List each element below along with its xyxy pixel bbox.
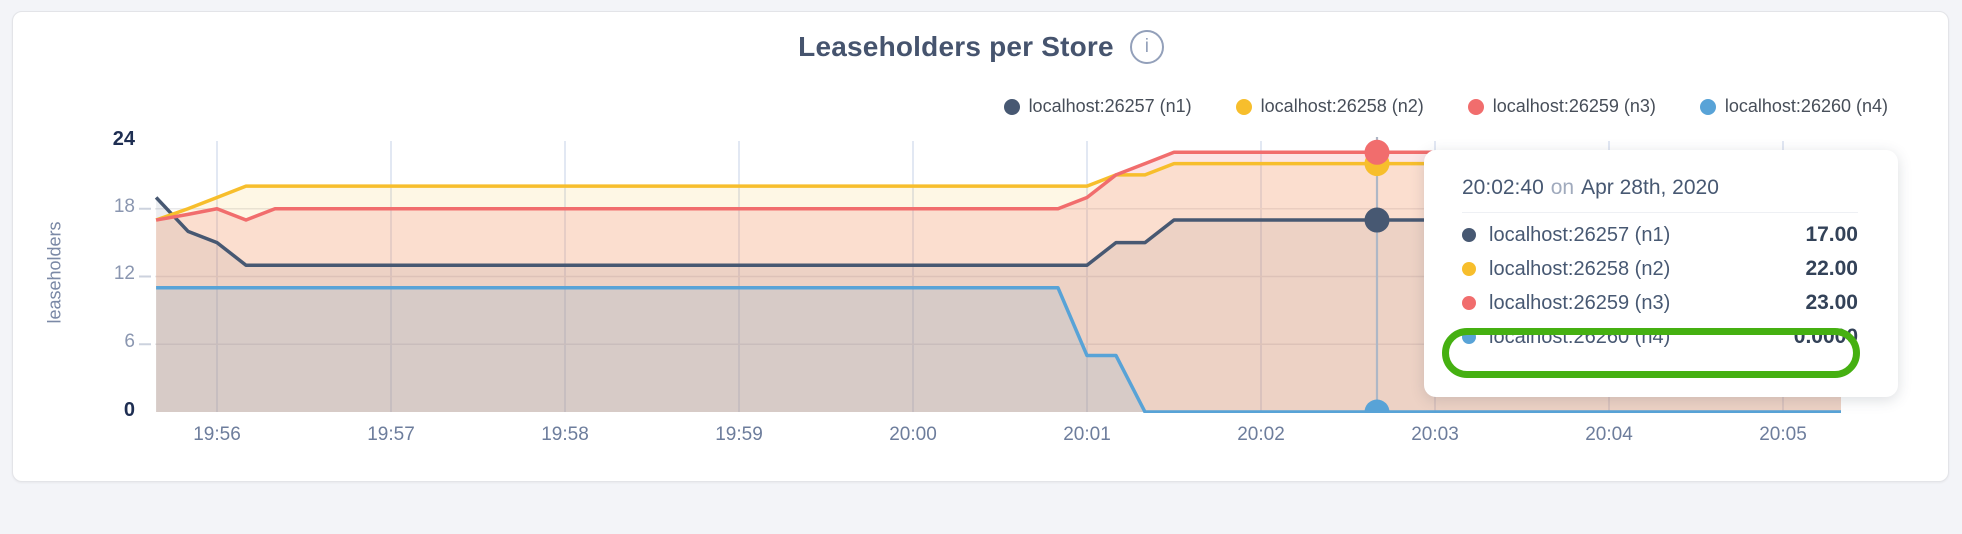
legend-label: localhost:26258 (n2) xyxy=(1260,96,1424,116)
y-tick-label: 18 xyxy=(113,195,135,217)
series-label: localhost:26257 (n1) xyxy=(1489,223,1671,246)
legend-label: localhost:26257 (n1) xyxy=(1028,96,1192,116)
tooltip-on-word: on xyxy=(1550,176,1575,199)
tooltip-row: localhost:26259 (n3) 23.00 xyxy=(1462,291,1858,315)
series-area xyxy=(156,152,1842,412)
series-line xyxy=(154,196,1841,267)
hover-point-dot xyxy=(1364,207,1390,233)
hover-point-dot xyxy=(1364,139,1390,165)
x-tick-label: 20:00 xyxy=(889,424,937,445)
series-line xyxy=(155,161,1841,222)
legend-label: localhost:26260 (n4) xyxy=(1724,96,1888,116)
series-area xyxy=(156,287,1842,412)
tooltip-date: Apr 28th, 2020 xyxy=(1581,176,1719,199)
chart-header: Leaseholders per Store i xyxy=(0,30,1962,64)
legend-color-dot xyxy=(1467,98,1484,115)
series-value: 17.00 xyxy=(1805,223,1858,246)
hover-point-dot xyxy=(1364,399,1390,413)
y-tick-label: 0 xyxy=(123,399,135,421)
chart-title: Leaseholders per Store xyxy=(798,31,1114,62)
x-tick-label: 20:04 xyxy=(1585,424,1633,445)
x-tick-label: 20:01 xyxy=(1063,424,1111,445)
tooltip-row: localhost:26258 (n2) 22.00 xyxy=(1462,257,1858,281)
legend-color-dot xyxy=(1235,98,1252,115)
series-color-dot xyxy=(1462,262,1476,276)
x-tick-label: 20:05 xyxy=(1759,424,1807,445)
series-color-dot xyxy=(1462,296,1476,310)
series-color-dot xyxy=(1462,228,1476,242)
legend: localhost:26257 (n1) localhost:26258 (n2)… xyxy=(1003,96,1888,117)
tooltip-header: 20:02:40 on Apr 28th, 2020 xyxy=(1462,176,1858,213)
legend-item[interactable]: localhost:26258 (n2) xyxy=(1235,96,1424,117)
y-tick-label: 12 xyxy=(113,263,135,285)
series-label: localhost:26259 (n3) xyxy=(1489,291,1671,314)
x-tick-label: 19:56 xyxy=(193,424,241,445)
x-tick-label: 20:02 xyxy=(1237,424,1285,445)
x-tick-label: 19:59 xyxy=(715,424,763,445)
series-label: localhost:26258 (n2) xyxy=(1489,257,1671,280)
legend-item[interactable]: localhost:26259 (n3) xyxy=(1467,96,1656,117)
series-area xyxy=(156,197,1842,412)
highlight-annotation xyxy=(1442,328,1860,378)
series-value: 22.00 xyxy=(1805,257,1858,280)
legend-color-dot xyxy=(1003,98,1020,115)
x-tick-label: 19:58 xyxy=(541,424,589,445)
tooltip-time: 20:02:40 xyxy=(1462,176,1544,199)
legend-label: localhost:26259 (n3) xyxy=(1492,96,1656,116)
legend-item[interactable]: localhost:26260 (n4) xyxy=(1699,96,1888,117)
y-tick-label: 24 xyxy=(112,127,135,150)
legend-color-dot xyxy=(1699,98,1716,115)
series-line xyxy=(156,286,1841,413)
series-line xyxy=(155,150,1841,222)
legend-item[interactable]: localhost:26257 (n1) xyxy=(1003,96,1192,117)
info-icon[interactable]: i xyxy=(1129,30,1164,64)
tooltip-row: localhost:26257 (n1) 17.00 xyxy=(1462,223,1858,247)
x-tick-label: 20:03 xyxy=(1411,424,1459,445)
x-tick-label: 19:57 xyxy=(367,424,415,445)
y-tick-label: 6 xyxy=(124,331,135,353)
series-value: 23.00 xyxy=(1805,291,1858,314)
